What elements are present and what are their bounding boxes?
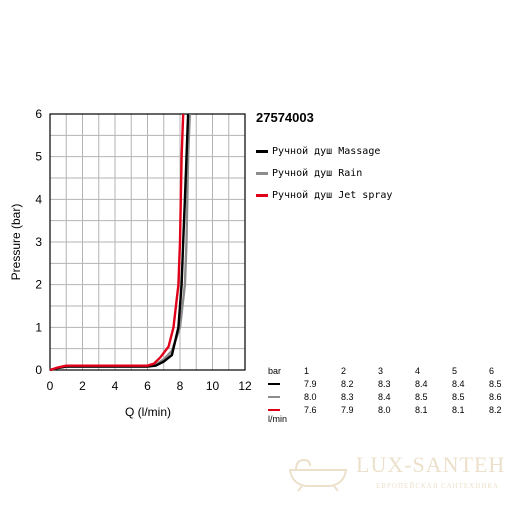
x-tick-label: 0 <box>47 379 54 393</box>
y-tick-label: 6 <box>35 107 42 121</box>
x-tick-label: 4 <box>112 379 119 393</box>
series-line-jet <box>49 113 185 372</box>
plot-frame <box>49 113 246 371</box>
watermark: LUX-SANTEH ЕВРОПЕЙСКАЯ САНТЕХНИКА <box>286 452 526 502</box>
table-header-cell: 5 <box>452 365 458 376</box>
chart-series-group <box>49 113 191 372</box>
table-row: 7.9 8.2 8.3 8.4 8.4 8.5 <box>268 377 526 390</box>
legend-swatch-rain <box>256 171 268 175</box>
legend-swatch-massage <box>256 149 268 153</box>
legend-item-massage: Ручной душ Massage <box>256 140 392 162</box>
x-tick-label: 10 <box>206 379 220 393</box>
table-row: 8.0 8.3 8.4 8.5 8.5 8.6 <box>268 390 526 403</box>
table-row-swatch-jet <box>268 409 280 412</box>
chart-grid <box>49 113 246 371</box>
table-cell: 8.0 <box>378 404 391 415</box>
table-cell: 8.4 <box>452 378 465 389</box>
table-cell: 8.6 <box>489 391 502 402</box>
legend-item-rain: Ручной душ Rain <box>256 162 392 184</box>
table-row: 7.6 7.9 8.0 8.1 8.1 8.2 <box>268 403 526 416</box>
y-tick-label: 2 <box>35 278 42 292</box>
table-cell: 8.2 <box>489 404 502 415</box>
x-tick-label: 8 <box>177 379 184 393</box>
table-cell: 8.0 <box>304 391 317 402</box>
legend-label-massage: Ручной душ Massage <box>272 145 381 157</box>
table-cell: 8.3 <box>341 391 354 402</box>
table-cell: 8.1 <box>415 404 428 415</box>
legend-item-jet: Ручной душ Jet spray <box>256 184 392 206</box>
y-tick-label: 1 <box>35 320 42 334</box>
flow-rate-table: bar 1 2 3 4 5 6 7.9 8.2 8.3 8.4 8.4 8.5 … <box>268 364 526 416</box>
y-tick-label: 0 <box>35 363 42 377</box>
bathtub-icon <box>288 458 348 492</box>
table-cell: 8.5 <box>452 391 465 402</box>
table-cell: 7.9 <box>341 404 354 415</box>
table-header-cell: 6 <box>489 365 495 376</box>
chart-legend: Ручной душ Massage Ручной душ Rain Ручно… <box>256 140 392 206</box>
legend-label-jet: Ручной душ Jet spray <box>272 189 393 201</box>
table-header-label: bar <box>268 365 282 376</box>
table-row-swatch-massage <box>268 383 280 386</box>
x-axis-title: Q (l/min) <box>125 405 171 419</box>
table-header-cell: 4 <box>415 365 421 376</box>
table-cell: 8.4 <box>378 391 391 402</box>
table-row-swatch-rain <box>268 396 280 399</box>
legend-label-rain: Ручной душ Rain <box>272 167 363 179</box>
table-header-cell: 3 <box>378 365 384 376</box>
table-cell: 7.6 <box>304 404 317 415</box>
table-cell: 8.2 <box>341 378 354 389</box>
x-tick-label: 2 <box>79 379 86 393</box>
x-tick-label: 6 <box>144 379 151 393</box>
legend-swatch-jet <box>256 193 268 197</box>
table-cell: 8.4 <box>415 378 428 389</box>
table-cell: 7.9 <box>304 378 317 389</box>
product-code: 27574003 <box>256 110 314 125</box>
y-tick-label: 3 <box>35 235 42 249</box>
table-cell: 8.5 <box>489 378 502 389</box>
x-tick-label: 12 <box>238 379 252 393</box>
table-header-row: bar 1 2 3 4 5 6 <box>268 364 526 377</box>
table-header-cell: 2 <box>341 365 347 376</box>
table-header-cell: 1 <box>304 365 310 376</box>
table-cell: 8.3 <box>378 378 391 389</box>
y-tick-label: 5 <box>35 150 42 164</box>
table-unit-label: l/min <box>268 414 288 424</box>
y-tick-label: 4 <box>35 192 42 206</box>
y-axis-title: Pressure (bar) <box>9 204 23 281</box>
watermark-tagline: ЕВРОПЕЙСКАЯ САНТЕХНИКА <box>376 482 500 490</box>
table-cell: 8.1 <box>452 404 465 415</box>
watermark-brand: LUX-SANTEH <box>356 452 506 477</box>
table-cell: 8.5 <box>415 391 428 402</box>
